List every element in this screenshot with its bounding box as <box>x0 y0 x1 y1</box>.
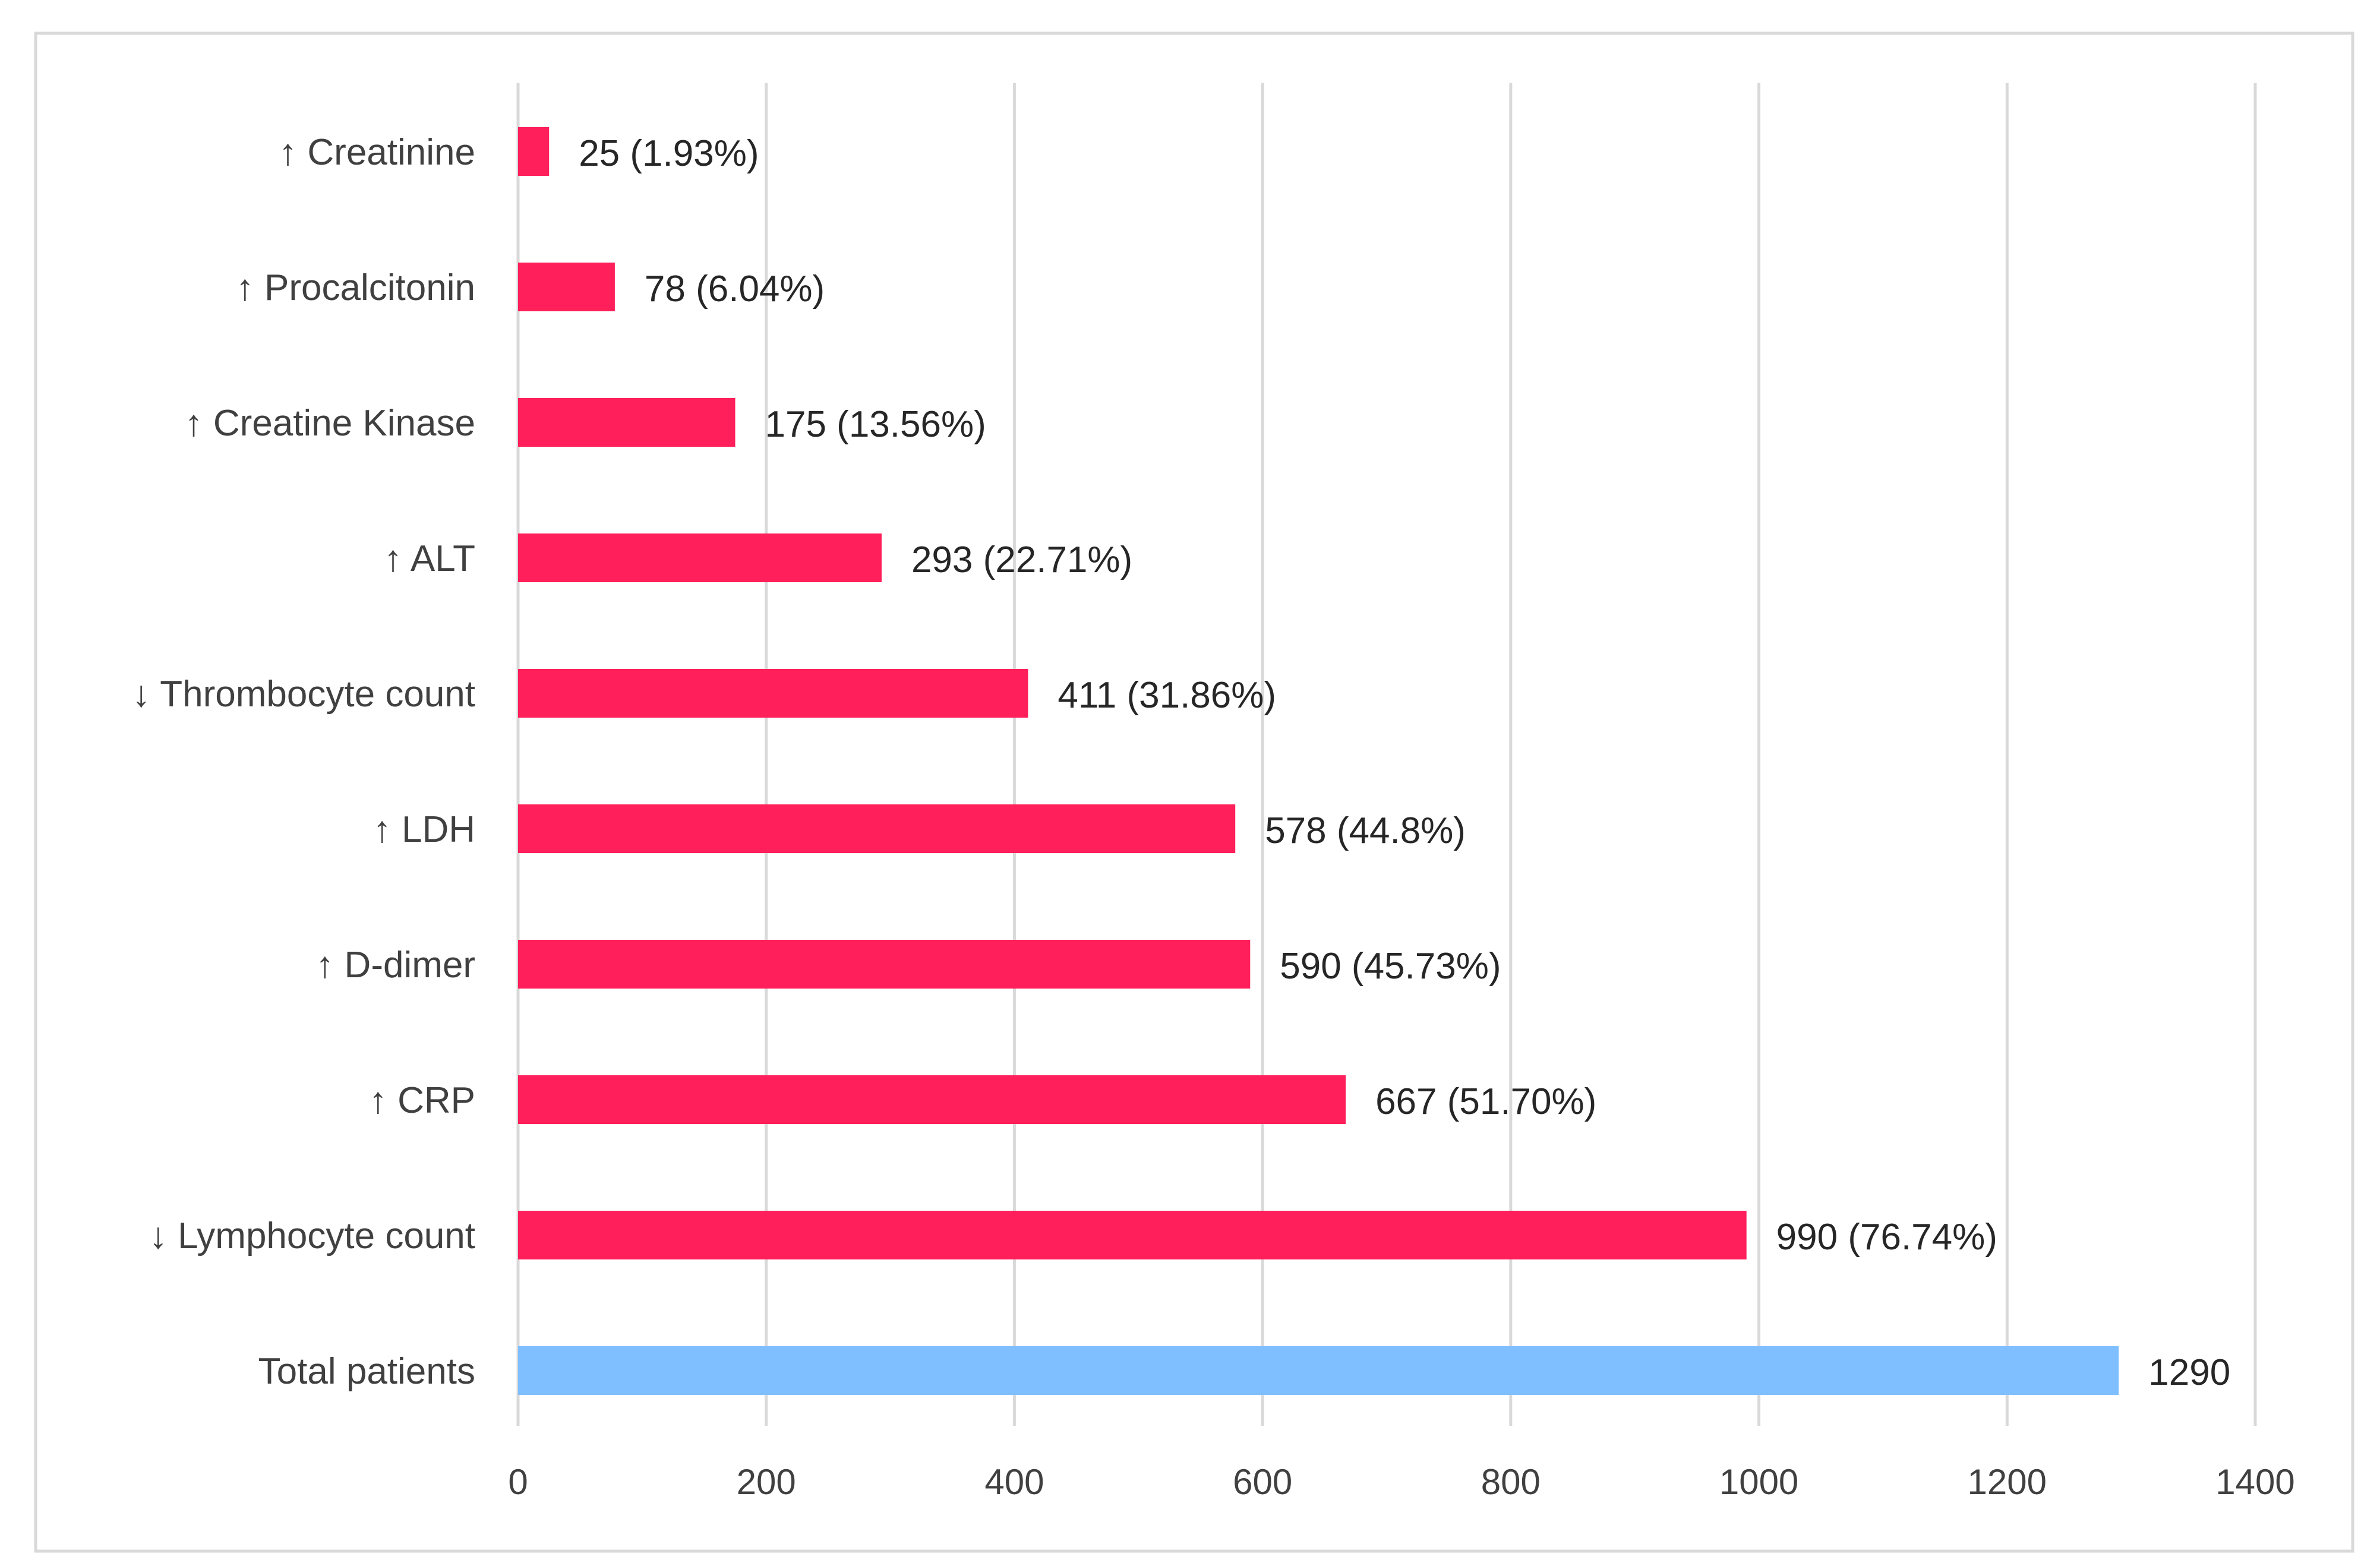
x-tick-label: 1200 <box>1968 1462 2047 1502</box>
data-label: 590 (45.73%) <box>1280 946 1501 987</box>
data-label: 25 (1.93%) <box>579 133 759 174</box>
category-labels: ↑ Creatinine ↑ Procalcitonin ↑ Creatine Ki… <box>132 132 475 1392</box>
bar <box>518 1211 1747 1259</box>
category-label: ↑ Creatine Kinase <box>185 403 475 444</box>
bar <box>518 533 882 582</box>
category-label: ↑ D-dimer <box>315 945 475 986</box>
bars <box>518 127 2119 1395</box>
data-label: 293 (22.71%) <box>911 539 1132 580</box>
data-label: 78 (6.04%) <box>645 269 825 310</box>
bar <box>518 804 1236 853</box>
x-tick-label: 1000 <box>1719 1462 1798 1502</box>
x-axis-ticks: 0 200 400 600 800 1000 1200 1400 <box>508 1462 2294 1502</box>
category-label: ↑ LDH <box>373 809 475 850</box>
x-tick-label: 0 <box>508 1462 528 1502</box>
category-label: ↓ Thrombocyte count <box>132 674 475 715</box>
bar <box>518 1346 2119 1395</box>
bar <box>518 1075 1346 1124</box>
bar <box>518 940 1251 989</box>
x-tick-label: 600 <box>1233 1462 1292 1502</box>
data-label: 990 (76.74%) <box>1776 1217 1997 1258</box>
gridlines <box>516 83 2257 1426</box>
category-label: ↑ ALT <box>384 538 475 579</box>
bar <box>518 669 1028 718</box>
x-tick-label: 1400 <box>2215 1462 2294 1502</box>
category-label: ↑ Creatinine <box>279 132 475 173</box>
bar <box>518 398 736 447</box>
x-tick-label: 400 <box>984 1462 1044 1502</box>
x-tick-label: 200 <box>737 1462 796 1502</box>
bar <box>518 263 615 311</box>
data-label: 411 (31.86%) <box>1058 675 1276 716</box>
value-labels: 25 (1.93%) 78 (6.04%) 175 (13.56%) 293 (22.… <box>579 133 2230 1393</box>
category-label: ↑ CRP <box>369 1080 475 1121</box>
bar <box>518 127 550 176</box>
category-label: Total patients <box>258 1351 475 1392</box>
x-tick-label: 800 <box>1481 1462 1541 1502</box>
data-label: 667 (51.70%) <box>1375 1081 1596 1122</box>
data-label: 175 (13.56%) <box>765 404 986 445</box>
data-label: 1290 <box>2148 1352 2230 1393</box>
category-label: ↑ Procalcitonin <box>236 267 475 308</box>
data-label: 578 (44.8%) <box>1265 810 1466 851</box>
chart-border <box>34 31 2354 1553</box>
category-label: ↓ Lymphocyte count <box>149 1215 475 1256</box>
